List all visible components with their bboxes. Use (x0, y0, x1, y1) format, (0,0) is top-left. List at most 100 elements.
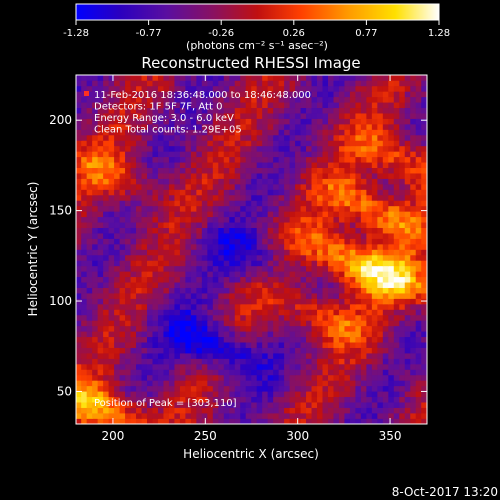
heatmap-cell (306, 151, 313, 158)
heatmap-cell (256, 363, 263, 370)
heatmap-cell (190, 341, 197, 348)
heatmap-cell (218, 309, 225, 316)
heatmap-cell (152, 118, 159, 125)
heatmap-cell (125, 380, 132, 387)
heatmap-cell (333, 129, 340, 136)
heatmap-cell (125, 412, 132, 419)
heatmap-cell (130, 216, 137, 223)
heatmap-cell (278, 265, 285, 272)
heatmap-cell (152, 200, 159, 207)
heatmap-cell (404, 418, 411, 424)
heatmap-cell (245, 396, 252, 403)
heatmap-cell (201, 101, 208, 109)
heatmap-cell (393, 390, 400, 398)
heatmap-cell (130, 380, 137, 387)
heatmap-cell (267, 123, 274, 130)
heatmap-cell (251, 265, 258, 272)
heatmap-cell (377, 374, 384, 381)
heatmap-cell (360, 358, 367, 365)
heatmap-cell (306, 380, 313, 387)
heatmap-cell (185, 211, 192, 218)
heatmap-cell (223, 107, 230, 114)
heatmap-cell (163, 101, 170, 109)
heatmap-cell (201, 249, 208, 256)
heatmap-cell (136, 336, 143, 343)
heatmap-cell (163, 358, 170, 365)
heatmap-cell (349, 140, 357, 147)
heatmap-cell (404, 330, 411, 338)
heatmap-cell (119, 260, 126, 267)
heatmap-cell (212, 412, 219, 419)
heatmap-cell (355, 221, 362, 228)
heatmap-cell (295, 298, 302, 305)
heatmap-cell (234, 303, 241, 310)
heatmap-cell (415, 401, 422, 408)
heatmap-cell (130, 358, 137, 365)
heatmap-cell (300, 412, 307, 419)
heatmap-cell (256, 396, 263, 403)
heatmap-cell (103, 341, 110, 348)
heatmap-cell (415, 96, 422, 103)
heatmap-cell (174, 194, 181, 201)
heatmap-cell (212, 396, 219, 403)
heatmap-cell (421, 85, 427, 92)
heatmap-cell (327, 91, 335, 98)
heatmap-cell (421, 75, 427, 81)
heatmap-cell (322, 341, 329, 348)
heatmap-cell (421, 178, 427, 185)
heatmap-cell (327, 85, 335, 92)
heatmap-cell (146, 189, 154, 196)
heatmap-cell (360, 205, 367, 212)
heatmap-cell (278, 292, 285, 299)
heatmap-cell (415, 412, 422, 419)
heatmap-cell (284, 390, 291, 398)
heatmap-cell (81, 200, 88, 207)
heatmap-cell (240, 178, 247, 185)
heatmap-cell (404, 374, 411, 381)
heatmap-cell (349, 232, 357, 239)
heatmap-cell (404, 75, 411, 81)
heatmap-cell (207, 161, 214, 169)
heatmap-cell (295, 292, 302, 299)
heatmap-cell (355, 298, 362, 305)
heatmap-cell (157, 107, 165, 114)
heatmap-cell (92, 221, 99, 228)
heatmap-cell (382, 287, 389, 294)
heatmap-cell (284, 178, 291, 185)
heatmap-cell (251, 194, 258, 201)
heatmap-cell (300, 363, 307, 370)
heatmap-cell (333, 380, 340, 387)
heatmap-cell (146, 369, 154, 376)
heatmap-cell (284, 341, 291, 348)
heatmap-cell (76, 358, 82, 365)
heatmap-cell (86, 129, 93, 136)
heatmap-cell (125, 309, 132, 316)
heatmap-cell (393, 161, 400, 169)
heatmap-cell (311, 249, 318, 256)
heatmap-cell (207, 309, 214, 316)
heatmap-cell (404, 347, 411, 354)
heatmap-cell (245, 309, 252, 316)
heatmap-cell (284, 243, 291, 250)
heatmap-cell (382, 325, 389, 332)
heatmap-cell (152, 145, 159, 152)
heatmap-cell (81, 178, 88, 185)
heatmap-cell (311, 418, 318, 424)
heatmap-cell (168, 200, 176, 207)
heatmap-cell (196, 374, 203, 381)
heatmap-cell (130, 347, 137, 354)
heatmap-cell (421, 374, 427, 381)
heatmap-cell (136, 183, 143, 190)
heatmap-cell (306, 265, 313, 272)
heatmap-cell (223, 75, 230, 81)
heatmap-cell (415, 341, 422, 348)
heatmap-cell (382, 156, 389, 163)
heatmap-cell (152, 112, 159, 119)
heatmap-cell (388, 320, 395, 327)
heatmap-cell (300, 178, 307, 185)
heatmap-cell (174, 407, 181, 414)
heatmap-cell (267, 374, 274, 381)
heatmap-cell (141, 380, 148, 387)
heatmap-cell (393, 380, 400, 387)
heatmap-cell (212, 369, 219, 376)
